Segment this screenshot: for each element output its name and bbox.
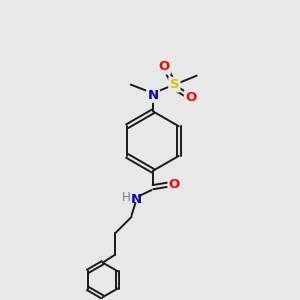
Text: O: O xyxy=(158,60,169,73)
Text: N: N xyxy=(130,193,142,206)
Text: S: S xyxy=(169,78,179,91)
Text: O: O xyxy=(185,92,196,104)
Text: O: O xyxy=(169,178,180,191)
Text: N: N xyxy=(147,88,158,101)
Text: H: H xyxy=(122,191,130,204)
